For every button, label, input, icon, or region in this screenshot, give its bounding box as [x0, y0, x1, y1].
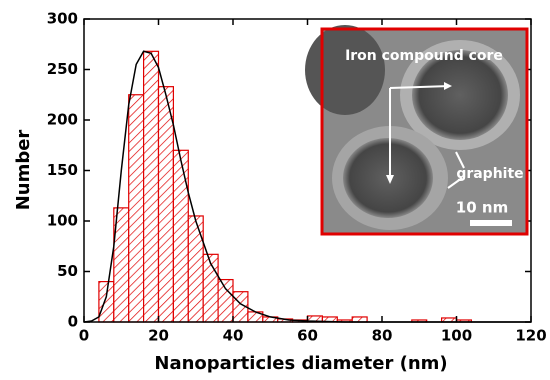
inset-label: 10 nm: [456, 199, 508, 217]
chart: 0 20 40 60 80 100 120 0 50 100 150 200 250 300 Nanopa…: [0, 0, 550, 380]
y-tick-label: 50: [57, 262, 78, 280]
bar: [159, 87, 174, 322]
x-axis-label: Nanoparticles diameter (nm): [154, 353, 447, 374]
inset-label: Iron compound core: [345, 48, 503, 64]
bar: [144, 51, 159, 322]
inset-label: graphite: [456, 166, 523, 182]
x-tick-label: 100: [441, 327, 472, 345]
y-tick-label: 100: [47, 212, 78, 230]
x-tick-label: 80: [372, 327, 393, 345]
y-axis-label: Number: [13, 130, 34, 211]
scale-bar: [470, 220, 512, 226]
y-tick-label: 250: [47, 60, 78, 78]
y-tick-label: 300: [47, 10, 78, 28]
bar: [352, 317, 367, 322]
y-tick-label: 0: [68, 313, 78, 331]
bar: [218, 280, 233, 322]
x-tick-label: 120: [515, 327, 546, 345]
bar: [129, 95, 144, 322]
x-tick-label: 20: [148, 327, 169, 345]
x-tick-label: 60: [297, 327, 318, 345]
inset-image: Iron compound core graphite 10 nm: [305, 25, 527, 234]
particle: [305, 25, 385, 115]
bar: [99, 282, 114, 322]
y-tick-label: 200: [47, 111, 78, 129]
x-tick-label: 40: [223, 327, 244, 345]
x-tick-label: 0: [79, 327, 89, 345]
bar: [173, 150, 188, 322]
bar: [188, 216, 203, 322]
y-tick-label: 150: [47, 161, 78, 179]
